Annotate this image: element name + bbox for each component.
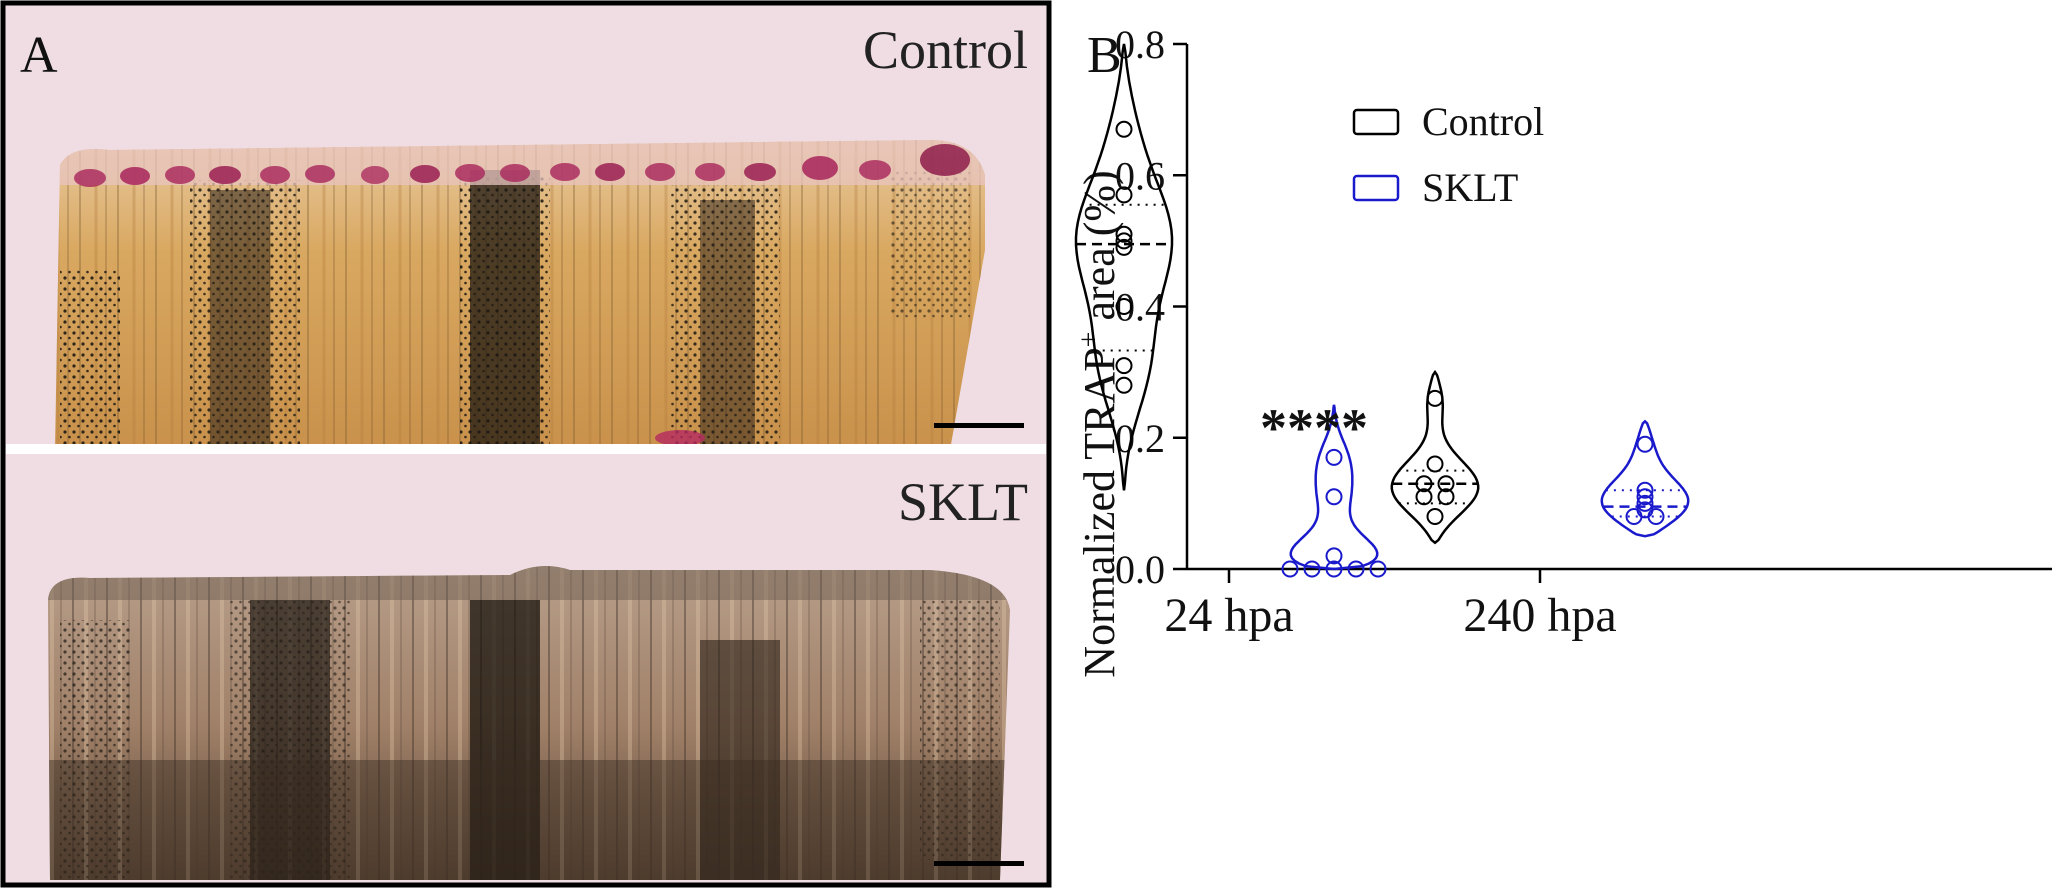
data-point xyxy=(1115,376,1133,394)
data-point xyxy=(1415,475,1433,493)
data-point xyxy=(1115,186,1133,204)
photo-divider xyxy=(6,444,1046,454)
violins xyxy=(1074,43,1690,578)
data-point xyxy=(1115,232,1133,250)
violin-control-1 xyxy=(1390,369,1480,545)
data-point xyxy=(1625,508,1643,525)
panel-a-letter: A xyxy=(20,27,58,84)
legend-item-control: Control xyxy=(1352,99,1544,144)
trap-stain-row xyxy=(74,144,970,446)
legend-label: Control xyxy=(1422,99,1544,144)
data-point xyxy=(1437,475,1455,493)
y-tick-label: 0.0 xyxy=(1115,547,1165,592)
data-point xyxy=(1636,488,1654,506)
data-point xyxy=(1115,225,1133,243)
data-point xyxy=(1636,494,1654,512)
sklt-fin-image xyxy=(48,566,1010,880)
data-point xyxy=(1281,560,1299,578)
y-tick-label: 0.2 xyxy=(1115,416,1165,461)
scale-bar-control xyxy=(934,423,1024,428)
data-point xyxy=(1369,560,1387,578)
x-tick-label: 240 hpa xyxy=(1463,589,1616,642)
data-point xyxy=(1325,448,1343,466)
data-point xyxy=(1437,488,1455,506)
data-point xyxy=(1426,389,1444,407)
data-point xyxy=(1115,120,1133,138)
legend-swatch xyxy=(1352,108,1400,136)
scale-bar-sklt xyxy=(934,861,1024,866)
panel-b-letter: B xyxy=(1087,27,1122,84)
x-tick-label: 24 hpa xyxy=(1164,589,1293,642)
violin-sklt-0 xyxy=(1281,404,1387,578)
violin-control-0 xyxy=(1074,43,1174,491)
panel-a: A Control SKLT xyxy=(0,0,1052,888)
significance-stars: **** xyxy=(1260,398,1368,458)
legend: Control SKLT xyxy=(1352,99,1544,210)
data-point xyxy=(1647,508,1665,525)
data-point xyxy=(1325,560,1343,578)
legend-label: SKLT xyxy=(1422,165,1518,210)
axes: 0.00.20.40.60.824 hpa 240 hpa xyxy=(1115,22,2052,642)
y-tick-label: 0.6 xyxy=(1115,153,1165,198)
data-point xyxy=(1426,455,1444,473)
control-photo-label: Control xyxy=(863,20,1028,80)
violin-outline xyxy=(1074,43,1174,491)
violin-chart: B Normalized TRAP+ area (%) 0.00.20.40.6… xyxy=(1074,22,2052,678)
data-point xyxy=(1303,560,1321,578)
violin-outline xyxy=(1600,419,1690,538)
data-point xyxy=(1347,560,1365,578)
violin-outline xyxy=(1289,404,1379,571)
legend-item-sklt: SKLT xyxy=(1352,165,1518,210)
data-point xyxy=(1415,488,1433,506)
data-point xyxy=(1115,238,1133,256)
violin-sklt-1 xyxy=(1600,419,1690,538)
data-point xyxy=(1636,435,1654,453)
data-point xyxy=(1325,488,1343,506)
data-point xyxy=(1325,547,1343,565)
sklt-photo-label: SKLT xyxy=(898,472,1028,532)
legend-swatch xyxy=(1352,174,1400,202)
control-fin-image xyxy=(55,140,985,450)
data-point xyxy=(1636,481,1654,499)
fin-photographs: A Control SKLT xyxy=(0,0,1052,888)
data-point xyxy=(1115,357,1133,375)
violin-outline xyxy=(1390,369,1480,545)
data-point xyxy=(1426,508,1444,525)
panel-b: B Normalized TRAP+ area (%) 0.0 0.2 0.4 0.6… xyxy=(1052,0,2065,888)
data-point xyxy=(1115,298,1133,315)
